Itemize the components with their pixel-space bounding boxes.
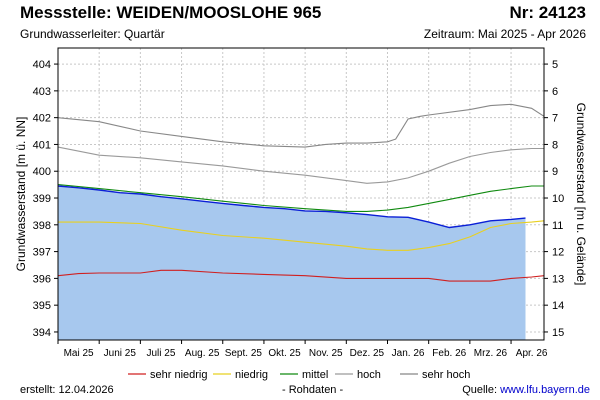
legend-item-sehr-hoch: sehr hoch — [400, 369, 470, 381]
legend-item-niedrig: niedrig — [213, 369, 268, 381]
aquifer-label: Grundwasserleiter: Quartär — [20, 27, 165, 41]
x-tick-label: Dez. 25 — [350, 348, 385, 359]
y2-tick-label: 15 — [552, 327, 564, 339]
measured-area-fill — [58, 186, 526, 340]
legend-label: niedrig — [235, 369, 268, 381]
legend-item-mittel: mittel — [280, 369, 328, 381]
y2-tick-label: 14 — [552, 300, 564, 312]
y-tick-label: 400 — [33, 166, 51, 178]
source-link[interactable]: www.lfu.bayern.de — [500, 384, 590, 396]
y2-tick-label: 8 — [552, 139, 558, 151]
y2-tick-label: 12 — [552, 247, 564, 259]
x-tick-label: Juni 25 — [104, 348, 137, 359]
series-line-sehr-hoch — [57, 103, 545, 148]
y2-tick-label: 5 — [552, 59, 558, 71]
source-label: Quelle: — [462, 384, 498, 396]
x-tick-label: Apr. 26 — [516, 348, 548, 359]
measured-line — [57, 185, 526, 229]
raw-data-note: - Rohdaten - — [282, 384, 344, 396]
created-info: erstellt: 12.04.2026 — [20, 384, 114, 396]
period-label: Zeitraum: Mai 2025 - Apr 2026 — [423, 27, 586, 41]
series-line-niedrig — [58, 220, 545, 251]
created-label: erstellt: — [20, 384, 56, 396]
created-date: 12.04.2026 — [58, 384, 114, 396]
x-tick-label: Jan. 26 — [392, 348, 425, 359]
legend: sehr niedrig niedrig mittel hoch sehr hoch — [128, 369, 470, 381]
y-tick-label: 401 — [33, 139, 51, 151]
y2-tick-label: 11 — [552, 220, 563, 232]
y-axis-right: 5 6 7 8 9 10 11 12 13 14 15 — [544, 59, 564, 339]
legend-item-hoch: hoch — [335, 369, 381, 381]
x-tick-label: Aug. 25 — [185, 348, 220, 359]
y2-tick-label: 6 — [552, 86, 558, 98]
page-title: Messstelle: WEIDEN/MOOSLOHE 965 — [20, 3, 322, 22]
series-line-hoch — [57, 146, 544, 184]
legend-label: sehr hoch — [422, 369, 470, 381]
x-axis: Mai 25 Juni 25 Juli 25 Aug. 25 Sept. 25 Okt. … — [57, 340, 548, 359]
x-tick-label: Nov. 25 — [309, 348, 343, 359]
x-tick-label: Mrz. 26 — [474, 348, 508, 359]
series-lines — [57, 103, 545, 282]
y2-tick-label: 9 — [552, 166, 558, 178]
plot-frame — [57, 47, 545, 341]
y-tick-label: 402 — [33, 113, 51, 125]
y-tick-label: 396 — [33, 273, 51, 285]
y-axis-label-left: Grundwasserstand [m ü. NN] — [14, 117, 28, 272]
y-axis-left: 394 395 396 397 398 399 400 401 402 403 404 — [33, 59, 58, 339]
station-number: Nr: 24123 — [509, 3, 586, 22]
y-tick-label: 395 — [33, 300, 51, 312]
legend-item-sehr-niedrig: sehr niedrig — [128, 369, 207, 381]
x-tick-label: Mai 25 — [64, 348, 94, 359]
y-tick-label: 394 — [33, 327, 51, 339]
series-line-sehr-niedrig — [57, 269, 545, 282]
series-line-mittel — [57, 184, 544, 212]
y-tick-label: 404 — [33, 59, 51, 71]
y2-tick-label: 7 — [552, 113, 558, 125]
x-tick-label: Juli 25 — [147, 348, 176, 359]
y-tick-label: 398 — [33, 220, 51, 232]
x-tick-label: Feb. 26 — [432, 348, 466, 359]
legend-label: sehr niedrig — [150, 369, 207, 381]
y-tick-label: 397 — [33, 247, 51, 259]
legend-label: hoch — [357, 369, 381, 381]
x-tick-label: Sept. 25 — [225, 348, 263, 359]
legend-label: mittel — [302, 369, 328, 381]
x-tick-label: Okt. 25 — [268, 348, 301, 359]
source-info: Quelle: www.lfu.bayern.de — [462, 384, 590, 396]
y-tick-label: 403 — [33, 86, 51, 98]
y-tick-label: 399 — [33, 193, 51, 205]
y2-tick-label: 10 — [552, 193, 564, 205]
y2-tick-label: 13 — [552, 273, 564, 285]
y-axis-label-right: Grundwasserstand [m u. Gelände] — [574, 103, 588, 286]
